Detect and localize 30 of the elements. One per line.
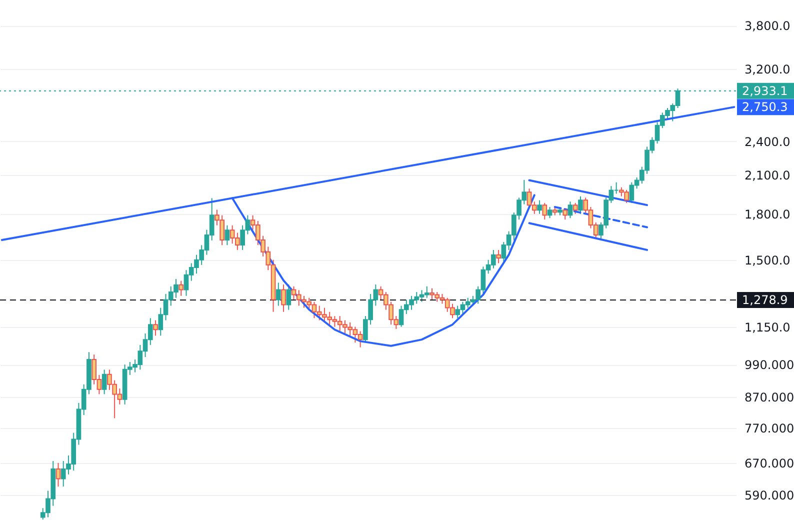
candlestick <box>578 196 583 214</box>
y-tick-label: 990.000 <box>744 358 794 372</box>
candlestick <box>572 202 578 214</box>
y-tick-label: 1,800.0 <box>744 207 790 222</box>
candlestick <box>56 462 61 488</box>
y-tick-label: 2,100.0 <box>744 168 790 183</box>
candlestick <box>537 200 542 214</box>
candlestick <box>281 284 286 312</box>
y-tick-label: 1,500.0 <box>744 253 790 268</box>
ref-line-label: 2,933.1 <box>742 84 788 98</box>
y-tick-label: 770.000 <box>744 421 794 436</box>
y-tick-label: 590.000 <box>744 488 794 502</box>
candlestick <box>224 224 230 246</box>
candlestick <box>542 202 548 220</box>
ref-line-label: 1,278.9 <box>742 293 788 307</box>
y-tick-label: 670.000 <box>744 456 794 470</box>
candlestick <box>153 320 158 336</box>
candlestick <box>568 201 573 219</box>
y-tick-label: 1,150.0 <box>744 320 790 334</box>
candlestick <box>178 280 184 296</box>
y-tick-label: 3,800.0 <box>744 19 790 34</box>
candlestick <box>496 249 501 264</box>
y-tick-label: 2,400.0 <box>744 134 790 149</box>
candlestick <box>102 369 107 395</box>
candlestick <box>547 206 552 219</box>
y-tick-label: 3,200.0 <box>744 62 790 76</box>
candlestick <box>276 282 281 306</box>
candlestick <box>286 284 292 310</box>
data-label: 2,750.3 <box>742 100 788 114</box>
y-tick-label: 870.000 <box>744 390 794 405</box>
